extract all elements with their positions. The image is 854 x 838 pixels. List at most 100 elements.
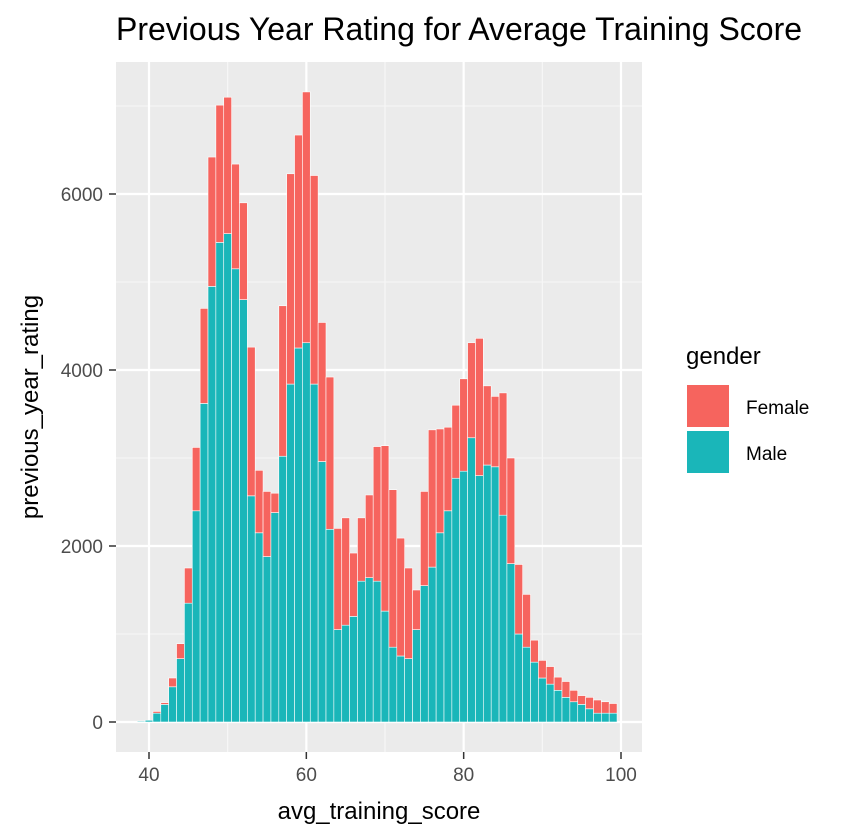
bar-male <box>357 580 366 723</box>
bar-female <box>309 175 319 385</box>
x-tick-label: 40 <box>138 765 159 786</box>
y-axis-title: previous_year_rating <box>17 295 44 519</box>
bar-female <box>160 702 169 705</box>
bar-female <box>459 378 468 472</box>
bar-male <box>545 683 555 723</box>
bar-male <box>184 602 193 723</box>
bar-female <box>207 156 217 287</box>
bar-male <box>569 701 579 723</box>
bar-male <box>207 286 217 723</box>
bar-female <box>223 96 232 234</box>
bar-female <box>325 376 335 530</box>
chart-title: Previous Year Rating for Average Trainin… <box>116 11 802 47</box>
bar-male <box>349 616 358 723</box>
bar-female <box>483 385 492 466</box>
bar-male <box>302 342 311 723</box>
bar-female <box>427 429 437 568</box>
x-tick-label: 100 <box>605 765 637 786</box>
bar-female <box>538 660 547 679</box>
bar-male <box>168 686 177 723</box>
y-tick-label: 2000 <box>61 537 103 558</box>
bar-female <box>191 447 201 512</box>
bar-male <box>317 461 327 723</box>
bar-male <box>365 577 374 723</box>
x-tick-label: 80 <box>453 765 474 786</box>
bar-female <box>396 537 405 657</box>
bar-female <box>294 134 303 349</box>
bar-male <box>278 455 287 723</box>
bar-male <box>490 466 500 723</box>
bar-male <box>561 697 571 723</box>
bar-male <box>475 475 484 723</box>
bar-female <box>561 681 571 698</box>
bar-male <box>144 719 154 723</box>
bar-male <box>577 704 586 723</box>
bar-male <box>270 512 280 723</box>
bar-female <box>333 528 343 630</box>
bar-female <box>380 445 390 612</box>
bar-male <box>380 610 390 723</box>
bar-male <box>199 403 209 723</box>
y-tick-label: 4000 <box>61 361 103 382</box>
bar-male <box>231 268 240 723</box>
y-tick-label: 6000 <box>61 185 103 206</box>
bar-male <box>160 704 169 723</box>
bar-male <box>601 712 610 723</box>
bar-male <box>593 712 602 723</box>
bar-male <box>420 585 429 723</box>
legend-key-male <box>685 429 731 475</box>
bar-male <box>388 646 398 723</box>
bar-male <box>223 233 232 723</box>
bar-female <box>475 338 484 476</box>
bar-female <box>467 342 476 439</box>
bar-male <box>467 437 476 723</box>
bar-male <box>341 624 350 723</box>
bar-female <box>593 699 602 714</box>
bar-male <box>514 633 523 723</box>
legend-title: gender <box>686 343 761 370</box>
bar-male <box>239 299 248 723</box>
bar-female <box>498 392 508 516</box>
bar-male <box>247 495 256 723</box>
bar-female <box>420 491 429 586</box>
bar-male <box>498 514 508 723</box>
legend-label-female: Female <box>746 398 809 419</box>
bar-female <box>412 589 421 630</box>
bar-female <box>514 564 523 635</box>
bar-female <box>601 701 610 714</box>
bar-female <box>585 697 594 710</box>
bar-male <box>506 563 516 723</box>
bar-male <box>215 242 225 723</box>
bar-male <box>553 690 563 723</box>
bar-male <box>262 556 272 723</box>
bar-male <box>451 477 461 723</box>
bar-male <box>325 528 335 723</box>
legend: gender Female Male <box>685 343 809 475</box>
bar-female <box>357 517 366 582</box>
bar-female <box>317 322 327 462</box>
bar-female <box>262 491 272 557</box>
bar-female <box>569 690 579 703</box>
bar-female <box>435 428 445 534</box>
bar-male <box>412 629 421 723</box>
bar-female <box>522 594 531 648</box>
bar-female <box>506 457 516 564</box>
bar-female <box>215 104 225 243</box>
bar-male <box>309 383 319 723</box>
bar-female <box>372 446 382 582</box>
bar-female <box>286 173 295 385</box>
legend-key-female <box>685 383 731 429</box>
bar-male <box>286 383 295 723</box>
bar-female <box>530 639 539 663</box>
bar-female <box>490 396 500 468</box>
bar-female <box>278 305 287 457</box>
bar-female <box>152 711 162 714</box>
x-axis-ticks: 40 60 80 100 <box>138 752 637 786</box>
bar-male <box>254 532 264 723</box>
legend-label-male: Male <box>746 444 787 465</box>
bar-male <box>176 658 185 723</box>
bar-female <box>247 346 256 497</box>
bar-male <box>483 464 492 723</box>
bar-male <box>522 646 531 723</box>
bar-female <box>545 666 555 685</box>
